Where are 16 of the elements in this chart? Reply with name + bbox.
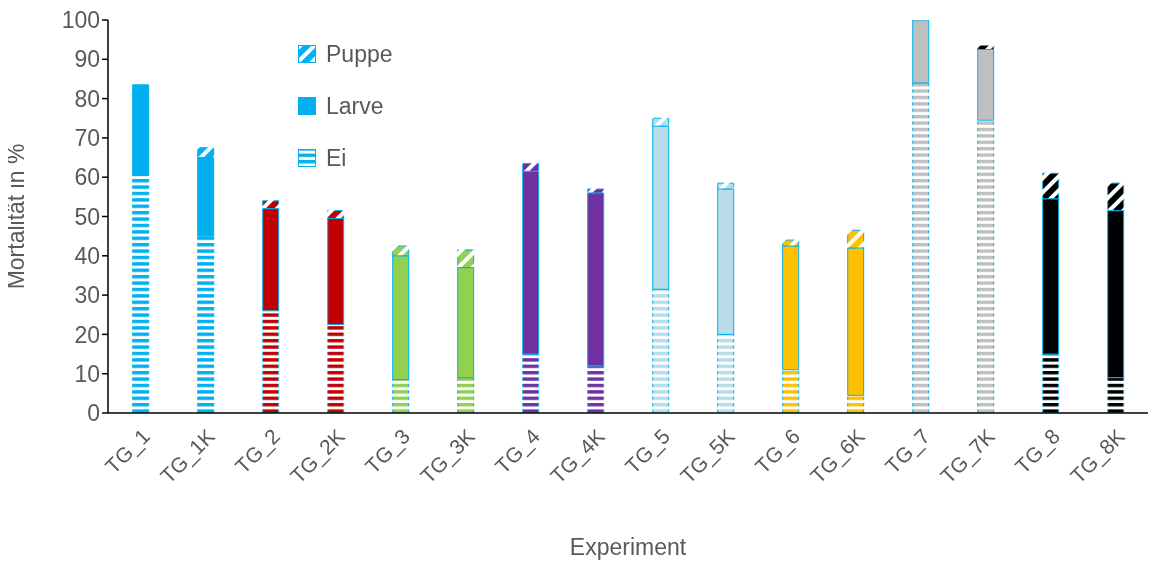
- y-tick-label: 0: [87, 400, 100, 427]
- y-tick-label: 90: [74, 46, 100, 73]
- y-tick-label: 20: [74, 321, 100, 348]
- y-tick-label: 100: [61, 7, 100, 34]
- y-tick-label: 80: [74, 85, 100, 112]
- y-tick-label: 30: [74, 282, 100, 309]
- y-axis-title: Mortalität in %: [3, 143, 30, 290]
- y-tick-label: 40: [74, 242, 100, 269]
- legend-label: Ei: [326, 144, 347, 173]
- y-tick-label: 70: [74, 125, 100, 152]
- y-tick-label: 10: [74, 360, 100, 387]
- x-axis-title: Experiment: [569, 534, 687, 560]
- y-tick-label: 60: [74, 164, 100, 191]
- legend-label: Larve: [326, 92, 384, 121]
- legend-label: Puppe: [326, 40, 393, 69]
- y-tick-label: 50: [74, 203, 100, 230]
